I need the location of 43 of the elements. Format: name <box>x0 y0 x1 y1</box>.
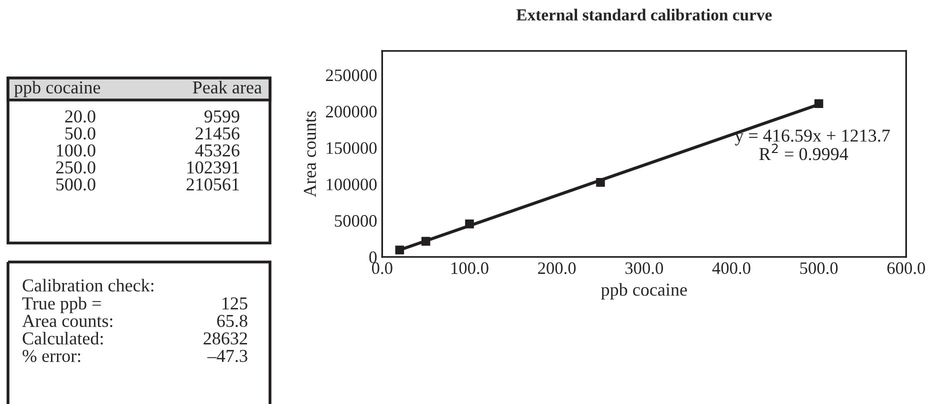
point <box>421 236 430 246</box>
text: 50.0 <box>65 127 96 140</box>
text: Area counts: <box>22 314 112 328</box>
text: True ppb = <box>22 296 101 314</box>
x-tick-label: 400.0 <box>712 262 750 274</box>
text: 20.0 <box>65 110 96 123</box>
y-tick-label: 100000 <box>326 178 377 190</box>
text: 9599 <box>204 110 240 123</box>
x-tick-label: 500.0 <box>800 262 838 274</box>
y-tick-label: 250000 <box>326 69 377 82</box>
y-tick-label: 50000 <box>334 215 377 227</box>
x-tick-label: 0.0 <box>372 262 392 274</box>
text: 250.0 <box>56 161 96 174</box>
text: 21456 <box>196 127 240 140</box>
x-tick-label: 600.0 <box>887 262 926 274</box>
x-tick-label: 100.0 <box>451 262 488 274</box>
text: 210561 <box>186 178 239 191</box>
y-tick-label: 200000 <box>326 106 377 118</box>
y-axis-title: Area counts <box>304 111 316 198</box>
y-tick-label: 0 <box>369 251 377 264</box>
point <box>814 99 824 108</box>
text: 125 <box>222 297 248 310</box>
text: % error: <box>22 350 80 362</box>
text: Peak area <box>192 80 262 94</box>
text: 100.0 <box>56 144 96 157</box>
text: Calibration check: <box>22 278 154 292</box>
point <box>395 246 404 254</box>
x-axis-title: ppb cocaine <box>601 283 687 300</box>
x-tick-label: 200.0 <box>538 262 576 274</box>
text: 45326 <box>195 144 240 157</box>
point <box>465 220 474 228</box>
x-tick-label: 300.0 <box>625 262 664 274</box>
chart-title: External standard calibration curve <box>516 8 772 21</box>
text: 102391 <box>187 161 239 174</box>
text: Calculated: <box>22 332 103 345</box>
text: 65.8 <box>217 314 248 328</box>
text: 500.0 <box>56 178 96 191</box>
y-tick-label: 150000 <box>326 142 377 154</box>
text: –47.3 <box>207 350 248 362</box>
text: 28632 <box>204 332 248 345</box>
point <box>596 178 605 187</box>
text: ppb cocaine <box>14 80 100 98</box>
annotation: R$^{2}$ = 0.9994 <box>759 144 848 160</box>
